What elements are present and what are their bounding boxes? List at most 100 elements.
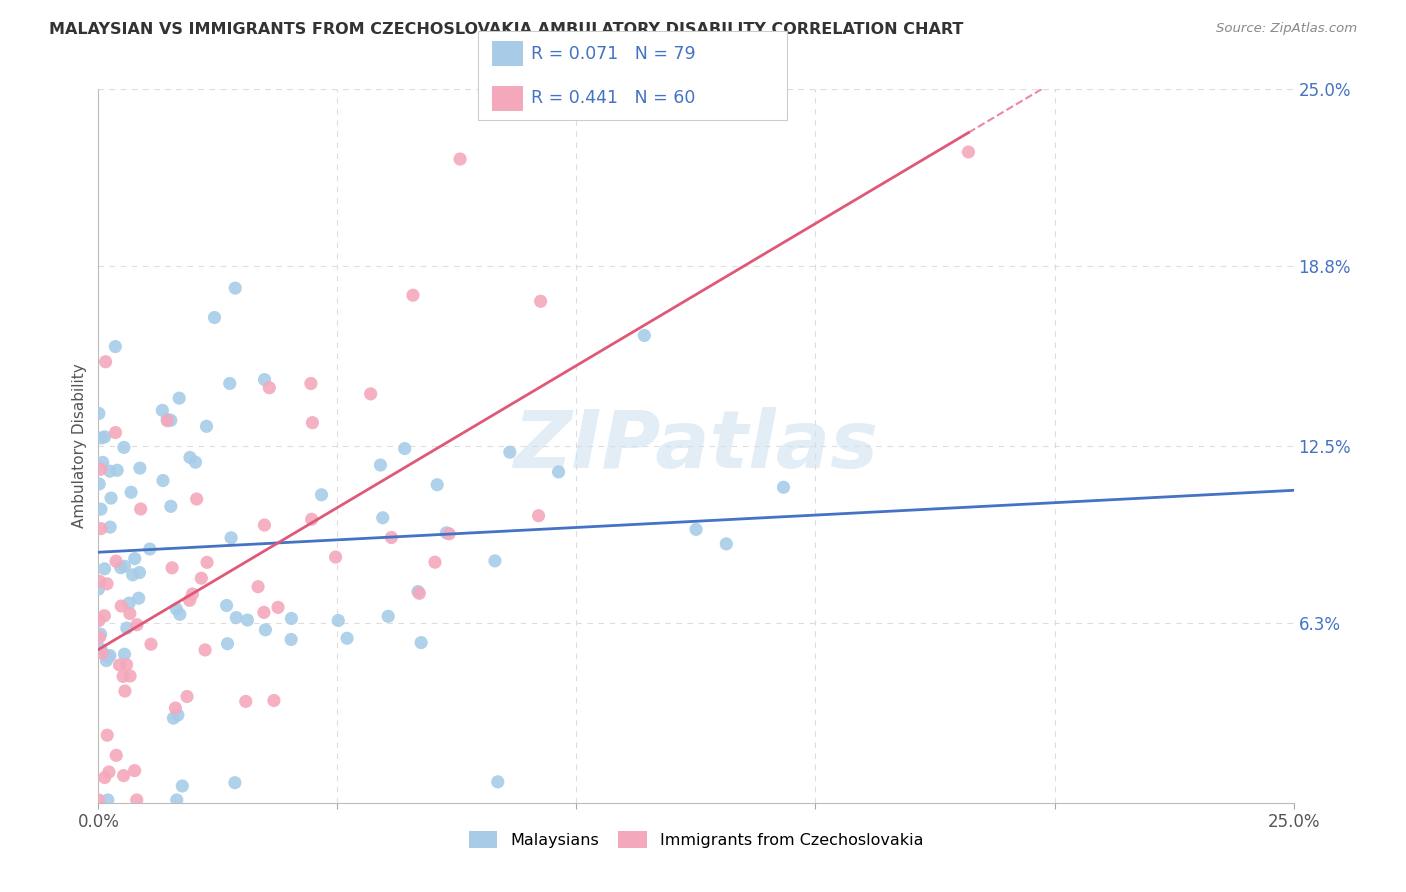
Point — [301, 416, 323, 430]
Point — [195, 555, 218, 569]
Point — [110, 560, 132, 574]
Point — [328, 614, 350, 628]
Point — [87, 582, 110, 596]
Point — [254, 623, 277, 637]
Point — [160, 561, 183, 575]
Point — [166, 793, 188, 807]
Point — [90, 462, 112, 476]
Point — [93, 608, 115, 623]
Point — [434, 525, 457, 540]
Point — [394, 442, 416, 456]
Point — [411, 635, 433, 649]
Point — [124, 551, 146, 566]
Point — [253, 518, 276, 533]
Point — [186, 491, 208, 506]
Point — [97, 650, 120, 665]
Point — [165, 602, 187, 616]
Point — [105, 554, 128, 568]
Point — [114, 647, 136, 661]
Point — [159, 413, 181, 427]
Point — [449, 152, 471, 166]
Point — [156, 414, 179, 428]
Point — [112, 669, 135, 683]
Point — [184, 455, 207, 469]
Point — [139, 542, 162, 557]
Point — [402, 288, 425, 302]
Point — [115, 621, 138, 635]
Point — [219, 531, 242, 545]
Point — [87, 793, 110, 807]
Point — [167, 708, 190, 723]
Point — [280, 632, 302, 647]
Point — [150, 403, 173, 417]
Point — [87, 614, 110, 628]
Point — [100, 491, 122, 505]
Point — [225, 610, 247, 624]
Point — [204, 310, 226, 325]
Point — [253, 373, 276, 387]
Point — [484, 554, 506, 568]
Point — [311, 488, 333, 502]
Point — [108, 657, 131, 672]
Point — [114, 559, 136, 574]
Text: ZIPatlas: ZIPatlas — [513, 407, 879, 485]
Point — [118, 607, 141, 621]
Point — [218, 376, 240, 391]
Text: MALAYSIAN VS IMMIGRANTS FROM CZECHOSLOVAKIA AMBULATORY DISABILITY CORRELATION CH: MALAYSIAN VS IMMIGRANTS FROM CZECHOSLOVA… — [49, 22, 963, 37]
Point — [128, 591, 150, 606]
Point — [360, 387, 382, 401]
Point — [169, 607, 191, 622]
Point — [90, 642, 112, 657]
Point — [336, 632, 359, 646]
Point — [280, 611, 302, 625]
Point — [437, 526, 460, 541]
Point — [235, 694, 257, 708]
Point — [215, 599, 238, 613]
Point — [253, 606, 276, 620]
Point — [527, 508, 550, 523]
Point — [128, 566, 150, 580]
Point — [499, 445, 522, 459]
Point — [89, 630, 111, 644]
Point — [90, 627, 112, 641]
Point — [120, 485, 142, 500]
Point — [112, 769, 135, 783]
Point — [380, 531, 402, 545]
Point — [124, 764, 146, 778]
Point — [167, 391, 190, 405]
Point — [194, 643, 217, 657]
Point — [301, 512, 323, 526]
Point — [105, 748, 128, 763]
Point — [179, 593, 201, 607]
Point — [94, 355, 117, 369]
Point — [160, 500, 183, 514]
Point — [96, 728, 118, 742]
Point — [325, 550, 347, 565]
Y-axis label: Ambulatory Disability: Ambulatory Disability — [72, 364, 87, 528]
Point — [87, 407, 110, 421]
Point — [89, 574, 111, 589]
Point — [156, 412, 179, 426]
Point — [377, 609, 399, 624]
Point — [112, 441, 135, 455]
Point — [115, 657, 138, 672]
Point — [89, 477, 111, 491]
Point — [267, 600, 290, 615]
Point — [408, 586, 430, 600]
Point — [98, 648, 121, 663]
Point — [547, 465, 569, 479]
Point — [129, 502, 152, 516]
Point — [152, 474, 174, 488]
Point — [125, 617, 148, 632]
Text: Source: ZipAtlas.com: Source: ZipAtlas.com — [1216, 22, 1357, 36]
Point — [529, 294, 551, 309]
Point — [176, 690, 198, 704]
Point — [93, 562, 115, 576]
Point — [633, 328, 655, 343]
Text: R = 0.441   N = 60: R = 0.441 N = 60 — [531, 89, 696, 107]
Point — [259, 381, 281, 395]
Point — [98, 520, 121, 534]
Legend: Malaysians, Immigrants from Czechoslovakia: Malaysians, Immigrants from Czechoslovak… — [468, 831, 924, 848]
Point — [236, 613, 259, 627]
Point — [190, 571, 212, 585]
